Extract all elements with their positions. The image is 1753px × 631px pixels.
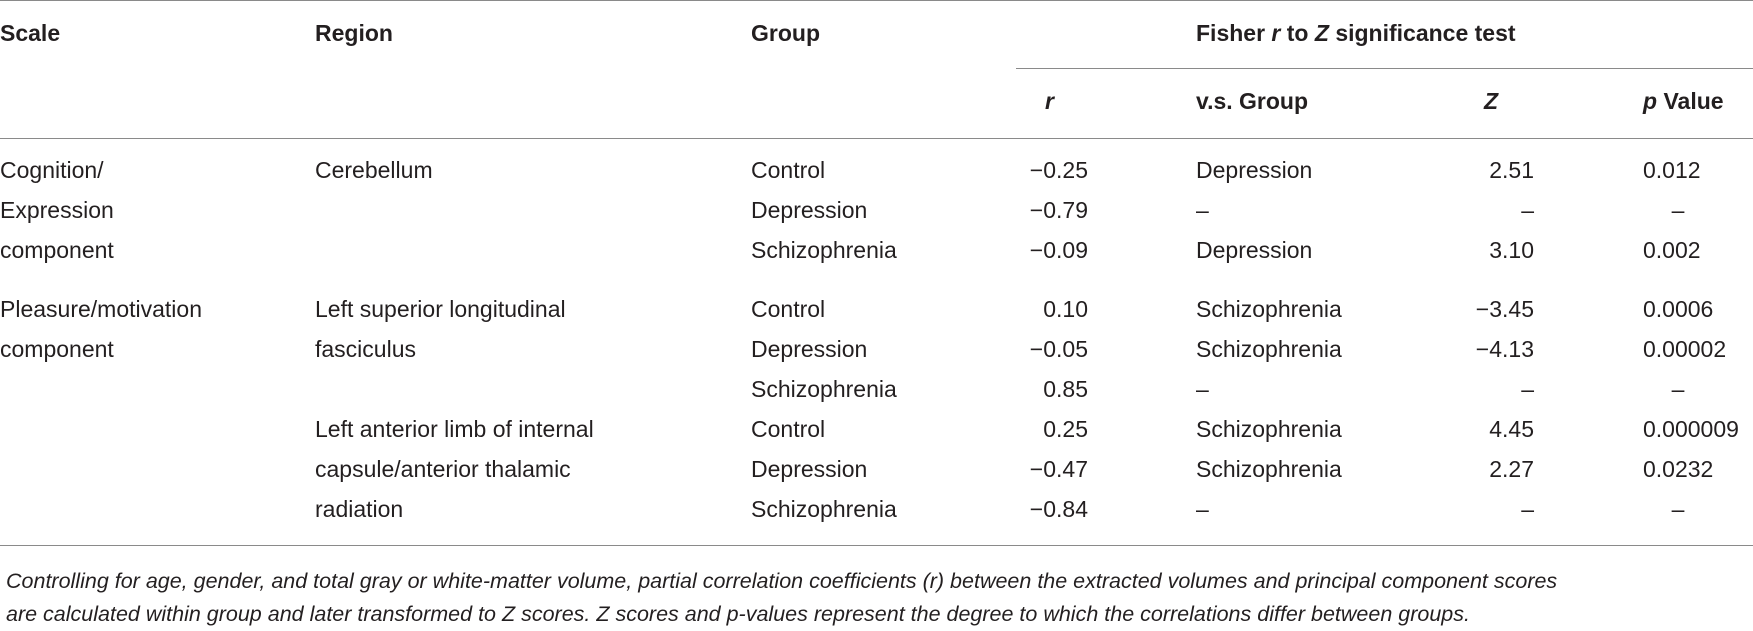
cell-group: Control: [751, 296, 826, 322]
cell-z: 2.27: [1489, 456, 1534, 482]
cell-z: 2.51: [1489, 157, 1534, 183]
header-z: Z: [1484, 88, 1499, 114]
cell-group: Depression: [751, 197, 868, 223]
cell-p: 0.00002: [1643, 336, 1727, 362]
cell-vs-group: Schizophrenia: [1196, 456, 1342, 482]
cell-r: −0.09: [1029, 237, 1088, 263]
cell-p: –: [1671, 197, 1685, 223]
cell-vs-group: Depression: [1196, 157, 1313, 183]
cell-z: 3.10: [1489, 237, 1534, 263]
cell-group: Control: [751, 416, 826, 442]
cell-p: 0.0232: [1643, 456, 1714, 482]
header-region: Region: [315, 20, 393, 46]
cell-group: Schizophrenia: [751, 496, 897, 522]
cell-p: 0.0006: [1643, 296, 1714, 322]
cell-vs-group: –: [1196, 376, 1209, 402]
cell-scale: Expression: [0, 197, 114, 223]
header-fisher-r: r: [1271, 20, 1281, 46]
footnote-line-2: are calculated within group and later tr…: [6, 602, 1470, 626]
cell-p: –: [1671, 376, 1685, 402]
cell-scale: Pleasure/motivation: [0, 296, 202, 322]
cell-r: 0.25: [1043, 416, 1088, 442]
cell-vs-group: Schizophrenia: [1196, 336, 1342, 362]
cell-scale: Cognition/: [0, 157, 104, 183]
cell-region: Cerebellum: [315, 157, 433, 183]
cell-z: –: [1521, 496, 1534, 522]
fisher-header-rule: [1016, 68, 1753, 69]
cell-r: −0.25: [1029, 157, 1088, 183]
header-fisher-post: significance test: [1328, 20, 1516, 46]
footnote-line-1: Controlling for age, gender, and total g…: [6, 569, 1558, 593]
cell-region: radiation: [315, 496, 404, 522]
cell-r: 0.10: [1043, 296, 1088, 322]
header-vs-group: v.s. Group: [1196, 88, 1309, 114]
cell-scale: component: [0, 336, 114, 362]
table-footnote: Controlling for age, gender, and total g…: [6, 565, 1751, 631]
cell-vs-group: –: [1196, 496, 1209, 522]
cell-z: 4.45: [1489, 416, 1534, 442]
header-scale: Scale: [0, 20, 61, 46]
cell-vs-group: –: [1196, 197, 1209, 223]
cell-r: −0.84: [1029, 496, 1088, 522]
cell-vs-group: Schizophrenia: [1196, 296, 1342, 322]
cell-region: Left superior longitudinal: [315, 296, 566, 322]
cell-group: Schizophrenia: [751, 376, 897, 402]
cell-z: −3.45: [1475, 296, 1534, 322]
cell-z: –: [1521, 197, 1534, 223]
cell-r: 0.85: [1043, 376, 1088, 402]
header-fisher-z: Z: [1314, 20, 1329, 46]
cell-z: –: [1521, 376, 1534, 402]
cell-group: Control: [751, 157, 826, 183]
cell-vs-group: Depression: [1196, 237, 1313, 263]
cell-region: capsule/anterior thalamic: [315, 456, 571, 482]
cell-p: 0.000009: [1643, 416, 1739, 442]
header-fisher-test: Fisher r to Z significance test: [1196, 20, 1516, 46]
cell-group: Depression: [751, 336, 868, 362]
cell-p: 0.012: [1643, 157, 1701, 183]
cell-z: −4.13: [1475, 336, 1534, 362]
cell-r: −0.79: [1029, 197, 1088, 223]
header-p-italic: p: [1643, 88, 1658, 114]
header-p-value-label: Value: [1657, 88, 1724, 114]
cell-p: –: [1671, 496, 1685, 522]
cell-r: −0.05: [1029, 336, 1088, 362]
cell-r: −0.47: [1029, 456, 1088, 482]
header-group: Group: [751, 20, 820, 46]
cell-p: 0.002: [1643, 237, 1701, 263]
table-top-rule: [0, 0, 1753, 1]
table-bottom-rule: [0, 545, 1753, 546]
cell-scale: component: [0, 237, 114, 263]
cell-group: Depression: [751, 456, 868, 482]
header-fisher-to: to: [1280, 20, 1315, 46]
header-fisher-pre: Fisher: [1196, 20, 1272, 46]
cell-group: Schizophrenia: [751, 237, 897, 263]
cell-region: Left anterior limb of internal: [315, 416, 594, 442]
cell-vs-group: Schizophrenia: [1196, 416, 1342, 442]
header-p-value: p Value: [1643, 88, 1724, 114]
header-bottom-rule: [0, 138, 1753, 139]
cell-region: fasciculus: [315, 336, 416, 362]
header-r: r: [1045, 88, 1054, 114]
